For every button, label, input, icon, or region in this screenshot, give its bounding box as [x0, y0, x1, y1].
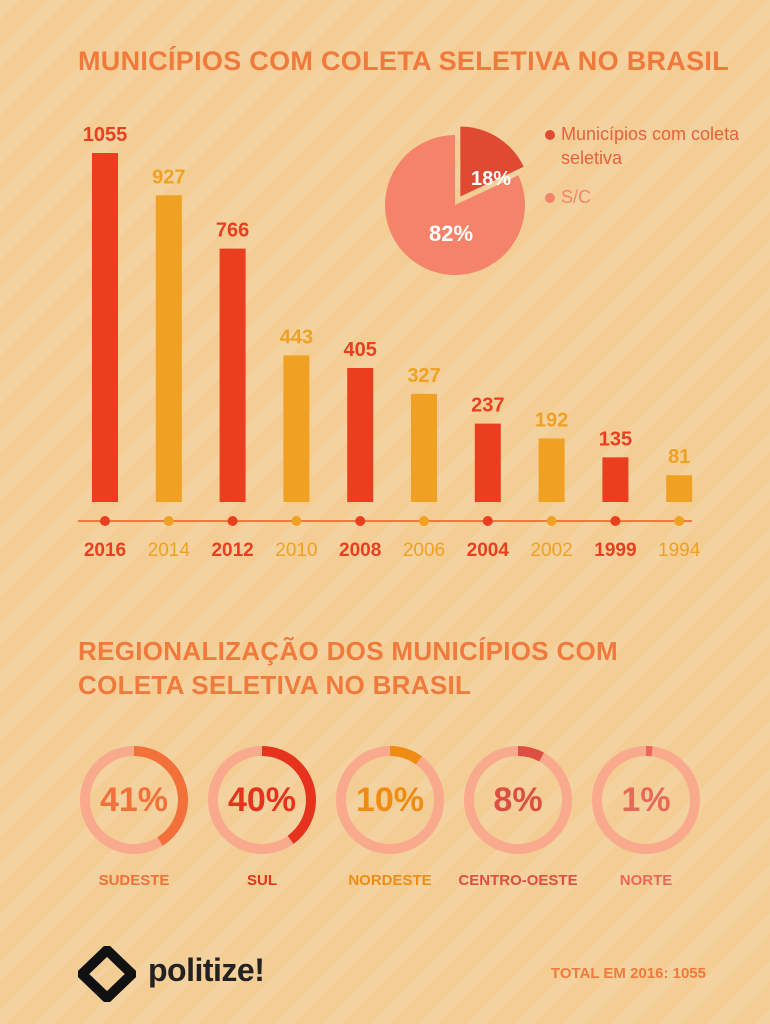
x-tick-label: 2014 — [148, 540, 191, 561]
bar — [666, 475, 693, 502]
axis-marker — [674, 516, 685, 526]
bar — [347, 368, 374, 502]
regional-title: REGIONALIZAÇÃO DOS MUNICÍPIOS COM COLETA… — [78, 636, 619, 700]
pie-slice-with-collection — [460, 126, 524, 197]
region-ring: 10% — [334, 744, 446, 856]
legend-marker — [545, 130, 555, 140]
bar — [155, 195, 182, 502]
pie-value-label: 18% — [471, 168, 511, 190]
axis-marker — [227, 516, 238, 526]
pie-slice-sc — [385, 135, 525, 275]
ring-chart — [336, 746, 444, 854]
bar-value-label: 405 — [344, 339, 377, 361]
region-label: SUDESTE — [98, 872, 170, 889]
bar — [283, 355, 310, 502]
ring-chart — [592, 746, 700, 854]
bar — [474, 423, 501, 502]
ring-percent: 10% — [355, 781, 425, 819]
ring-percent: 40% — [227, 781, 297, 819]
axis-marker — [482, 516, 493, 526]
legend-marker — [545, 193, 555, 203]
region-ring: 41% — [78, 744, 190, 856]
bar — [538, 438, 565, 502]
bar-value-label: 192 — [535, 409, 568, 431]
x-tick-label: 2006 — [403, 540, 445, 561]
politize-logo-icon — [78, 946, 136, 1002]
bar-value-label: 237 — [471, 395, 504, 417]
x-tick-label: 1999 — [594, 540, 636, 561]
ring-chart — [208, 746, 316, 854]
chart-title: MUNICÍPIOS COM COLETA SELETIVA NO BRASIL — [78, 46, 730, 76]
region-label: CENTRO-OESTE — [458, 872, 578, 889]
axis-marker — [419, 516, 429, 526]
ring-percent: 8% — [493, 781, 543, 819]
ring-percent: 1% — [621, 781, 671, 819]
axis-marker — [163, 516, 174, 526]
axis-marker — [291, 516, 302, 526]
legend-item-with-collection: Municípios com coleta seletiva — [545, 122, 745, 170]
ring-progress — [80, 746, 188, 854]
ring-progress — [208, 746, 316, 854]
ring-progress — [464, 746, 572, 854]
bar-value-label: 927 — [152, 166, 185, 188]
x-tick-label: 2016 — [84, 540, 126, 561]
axis-marker — [100, 516, 110, 526]
x-tick-label: 2012 — [211, 540, 253, 561]
x-tick-label: 1994 — [658, 540, 701, 561]
ring-progress — [336, 746, 444, 854]
axis-marker — [546, 516, 557, 526]
bar-value-label: 81 — [668, 446, 690, 468]
x-tick-label: 2008 — [339, 540, 381, 561]
axis-marker — [355, 516, 366, 526]
bar-chart: 1055 2016 927 2014 766 2012 443 2010 405 2008 327 2… — [78, 124, 701, 561]
region-label: NORDESTE — [348, 872, 432, 889]
bar-value-label: 135 — [599, 428, 632, 450]
bar-value-label: 443 — [280, 326, 313, 348]
bar — [602, 457, 629, 502]
bar — [411, 393, 437, 502]
region-ring: 40% — [206, 744, 318, 856]
ring-chart — [464, 746, 572, 854]
pie-value-label: 82% — [429, 221, 473, 246]
region-ring: 1% — [590, 744, 702, 856]
axis-marker — [610, 516, 621, 526]
legend-label: S/C — [561, 187, 592, 207]
legend-label: Municípios com coleta seletiva — [561, 124, 740, 168]
bar-value-label: 766 — [216, 220, 249, 242]
ring-percent: 41% — [99, 781, 169, 819]
region-label: NORTE — [619, 872, 673, 889]
bar — [92, 153, 118, 502]
brand-name: politize! — [148, 952, 265, 988]
bar — [219, 248, 246, 502]
bar-value-label: 327 — [407, 365, 440, 387]
x-tick-label: 2002 — [530, 540, 572, 561]
ring-chart — [80, 746, 188, 854]
region-ring: 8% — [462, 744, 574, 856]
legend-item-without-collection: S/C — [545, 185, 665, 209]
pie-chart: 18% 82% — [385, 126, 525, 275]
ring-progress — [592, 746, 700, 854]
region-label: SUL — [247, 872, 277, 889]
x-tick-label: 2004 — [467, 540, 510, 561]
total-count: TOTAL EM 2016: 1055 — [550, 965, 706, 982]
x-tick-label: 2010 — [275, 540, 317, 561]
bar-value-label: 1055 — [83, 124, 128, 146]
